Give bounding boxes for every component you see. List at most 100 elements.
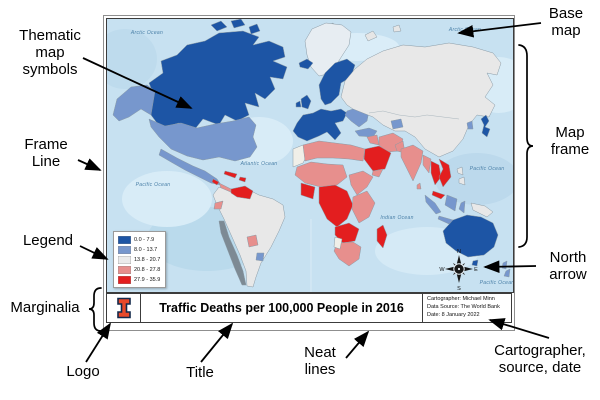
country-greenland <box>304 22 352 77</box>
ocean-label-arctic-east: Arctic Ocean <box>448 27 481 33</box>
angola-zambia <box>334 222 360 244</box>
country-south-korea <box>466 120 474 130</box>
country-japan <box>480 114 491 138</box>
arrow-neat-lines <box>345 330 370 359</box>
annotation-marginalia: Marginalia <box>10 299 80 316</box>
annotation-logo: Logo <box>66 363 100 380</box>
map-title: Traffic Deaths per 100,000 People in 201… <box>159 301 404 315</box>
country-uk <box>300 94 312 110</box>
legend-swatch-class2 <box>118 246 131 254</box>
annotation-frame-line: Frame Line <box>24 136 68 170</box>
country-madagascar <box>376 224 388 249</box>
country-borneo <box>444 194 458 212</box>
world-map: Arctic Ocean Arctic Ocean Atlantic Ocean… <box>107 19 513 292</box>
country-philippines-s <box>458 176 466 186</box>
country-uruguay <box>255 252 265 262</box>
country-namibia <box>333 236 343 250</box>
legend-row: 27.9 - 35.9 <box>118 276 160 284</box>
country-new-zealand-s <box>503 268 511 278</box>
country-new-guinea <box>470 202 494 218</box>
country-sumatra <box>424 194 442 215</box>
country-venezuela <box>230 185 254 200</box>
compass-hub <box>457 267 461 271</box>
legend-label-class5: 27.9 - 35.9 <box>134 277 161 283</box>
credit-date: Date: 8 January 2022 <box>427 311 480 318</box>
central-america-red <box>211 178 220 186</box>
brace-map-frame <box>518 44 534 248</box>
annotation-north-arrow: North arrow <box>549 249 587 283</box>
country-myanmar <box>422 154 432 174</box>
legend-swatch-class1 <box>118 236 131 244</box>
credit-data-source: Data Source: The World Bank <box>427 303 500 310</box>
central-africa <box>318 184 354 228</box>
annotation-neat-lines: Neat lines <box>304 344 336 378</box>
continent-europe <box>292 58 370 142</box>
annotation-map-frame: Map frame <box>550 124 590 158</box>
east-africa <box>351 190 376 224</box>
credit-cartographer: Cartographer: Michael Minn <box>427 296 495 302</box>
legend-swatch-class3 <box>118 256 131 264</box>
ocean-label-atlantic: Atlantic Ocean <box>240 161 278 167</box>
marginalia-bar: Traffic Deaths per 100,000 People in 201… <box>106 293 512 323</box>
illinois-logo-icon <box>116 297 131 319</box>
country-saudi-arabia <box>363 145 392 172</box>
country-ecuador <box>213 200 224 210</box>
country-india <box>400 144 424 182</box>
legend-label-class2: 8.0 - 13.7 <box>134 247 158 253</box>
country-hispaniola <box>238 176 247 183</box>
annotation-legend: Legend <box>22 232 74 249</box>
country-usa <box>148 116 258 162</box>
legend-row: 0.0 - 7.9 <box>118 236 160 244</box>
west-africa <box>300 182 316 200</box>
ocean-label-indian: Indian Ocean <box>380 215 413 221</box>
arrow-frame-line <box>77 158 102 171</box>
country-yemen <box>371 168 384 178</box>
logo-box <box>107 294 141 322</box>
country-vietnam <box>438 158 452 188</box>
compass-e: E <box>474 267 478 273</box>
credits-box: Cartographer: Michael Minn Data Source: … <box>422 294 511 322</box>
legend-swatch-class4 <box>118 266 131 274</box>
country-australia <box>442 214 499 258</box>
country-tasmania <box>471 259 479 267</box>
ocean-label-pacific-southeast: Pacific Ocean <box>480 280 513 286</box>
continent-africa <box>292 140 388 267</box>
annotation-cartographer-source-date: Cartographer, source, date <box>494 342 586 376</box>
country-philippines <box>456 166 464 176</box>
country-ireland <box>295 100 302 108</box>
compass-letters: N S E W <box>439 249 478 292</box>
country-paraguay <box>246 234 259 248</box>
north-africa <box>302 140 366 162</box>
country-turkey <box>354 127 378 138</box>
neat-line-border: Arctic Ocean Arctic Ocean Atlantic Ocean… <box>103 15 515 331</box>
legend-row: 8.0 - 13.7 <box>118 246 160 254</box>
sahel <box>294 161 348 188</box>
continent-south-america <box>212 185 286 288</box>
ocean-label-pacific-east: Pacific Ocean <box>470 166 505 172</box>
map-frame: Arctic Ocean Arctic Ocean Atlantic Ocean… <box>106 18 514 293</box>
country-sri-lanka <box>416 182 422 190</box>
continent-asia <box>340 42 502 225</box>
horn-of-africa <box>348 170 374 196</box>
brace-marginalia <box>88 287 102 332</box>
legend-label-class4: 20.8 - 27.8 <box>134 267 161 273</box>
country-thailand <box>430 160 442 186</box>
scandinavia <box>318 58 356 106</box>
compass-w: W <box>439 267 445 273</box>
annotation-base-map: Base map <box>548 5 584 39</box>
north-arrow-compass: N S E W <box>439 249 478 292</box>
ocean-label-pacific-west: Pacific Ocean <box>136 182 171 188</box>
legend-label-class1: 0.0 - 7.9 <box>134 237 155 243</box>
map-legend: 0.0 - 7.9 8.0 - 13.7 13.8 - 20.7 20.8 - … <box>113 231 167 288</box>
compass-n: N <box>457 249 461 255</box>
country-cuba <box>223 170 238 179</box>
southern-africa <box>333 241 362 267</box>
title-box: Traffic Deaths per 100,000 People in 201… <box>141 294 422 322</box>
legend-swatch-class5 <box>118 276 131 284</box>
russia-china-gray <box>340 42 502 158</box>
annotation-thematic-map-symbols: Thematic map symbols <box>19 27 81 78</box>
legend-label-class3: 13.8 - 20.7 <box>134 257 161 263</box>
legend-row: 13.8 - 20.7 <box>118 256 160 264</box>
country-uzbekistan <box>390 118 404 130</box>
